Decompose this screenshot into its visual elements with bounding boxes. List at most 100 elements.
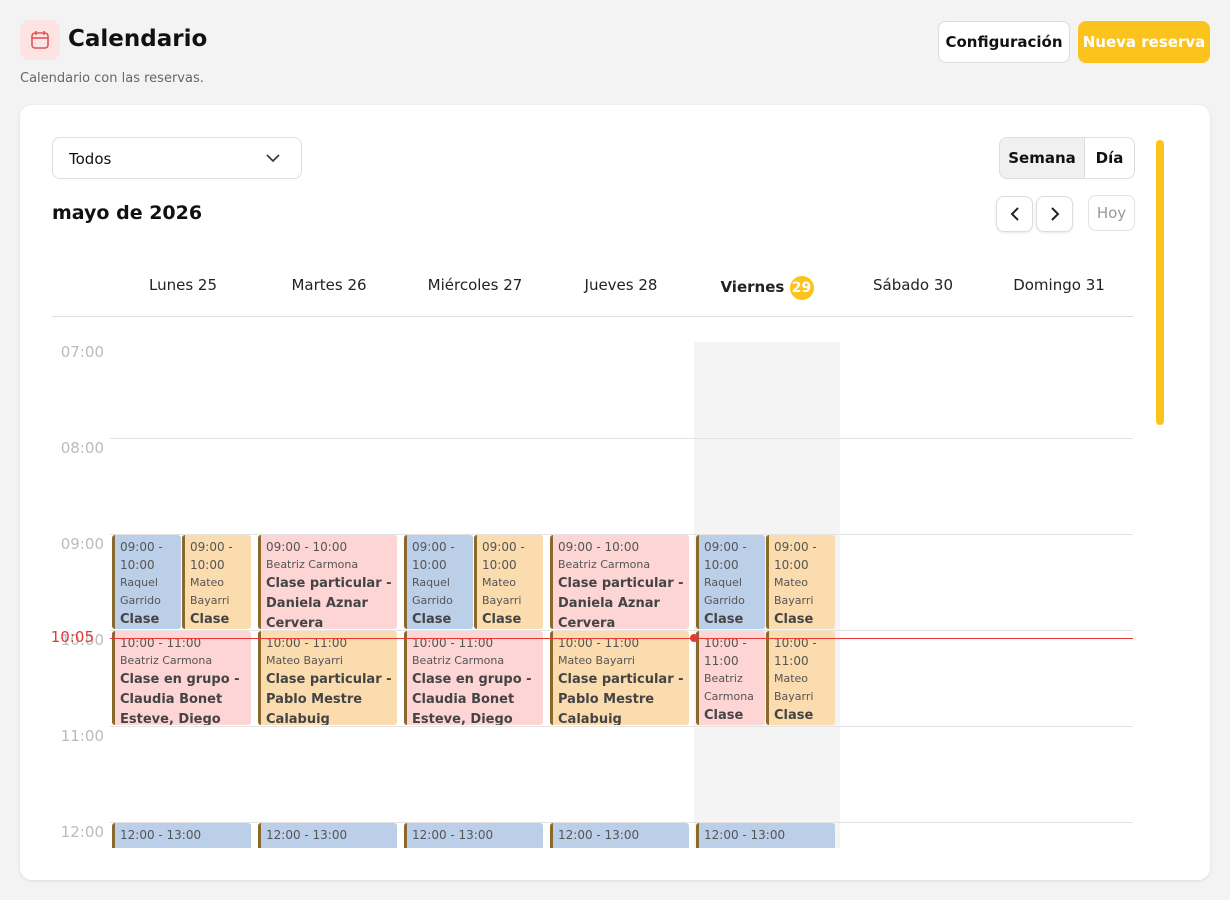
event-person: Raquel Garrido [266,844,397,848]
day-number: 30 [933,276,953,294]
event-person: Beatriz Carmona [704,672,754,703]
icon [31,31,49,49]
day-header: Viernes 29 [694,276,840,300]
event-person: Beatriz Carmona [412,654,505,667]
event-person: Mateo Bayarri [266,654,343,667]
booking-event[interactable]: 10:00 - 11:00 Mateo Bayarri Clase particul… [766,631,835,725]
filter-select[interactable]: Todos [52,137,302,179]
event-title: Clase particular [482,612,522,627]
booking-event[interactable]: 09:00 - 10:00 Beatriz Carmona Clase partic… [550,535,689,629]
day-name: Domingo [1013,276,1081,294]
day-name: Sábado [872,276,930,294]
booking-event[interactable]: 09:00 - 10:00 Mateo Bayarri Clase particul… [766,535,835,629]
event-person: Mateo Bayarri [190,576,230,607]
event-title: Clase en grupo - Claudia Bonet Esteve, D… [120,672,240,725]
event-title: Clase particular - Pablo Mestre Calabuig [558,672,684,725]
page-subtitle: Calendario con las reservas. [20,71,204,86]
booking-event[interactable]: 09:00 - 10:00 Raquel Garrido Clase particu… [112,535,181,629]
chevron [266,154,280,163]
booking-event[interactable]: 09:00 - 10:00 Beatriz Carmona Clase partic… [258,535,397,629]
event-time: 12:00 - 13:00 [558,828,640,842]
booking-event[interactable]: 10:00 - 11:00 Beatriz Carmona Clase en gru… [112,631,251,725]
new-booking-button[interactable]: Nueva reserva [1078,21,1210,63]
event-time: 10:00 - 11:00 [412,636,494,650]
today-button[interactable]: Hoy [1088,195,1135,231]
prev-button[interactable] [996,196,1033,232]
hour-line [110,534,1133,535]
hour-label: 10:00 [60,631,104,649]
day-name: Jueves [584,276,634,294]
calendar-card [20,105,1210,880]
icon [1051,207,1060,221]
event-person: Beatriz Carmona [558,558,651,571]
hour-label: 11:00 [60,727,104,745]
icon [1010,207,1019,221]
event-time: 12:00 - 13:00 [120,828,202,842]
event-time: 10:00 - 11:00 [558,636,640,650]
event-time: 09:00 - 10:00 [482,540,525,572]
day-name: Miércoles [427,276,499,294]
day-name: Martes [291,276,343,294]
event-person: Beatriz Carmona [266,558,359,571]
event-time: 12:00 - 13:00 [704,828,786,842]
event-title: Clase particular [774,612,814,627]
calendar-icon [20,20,60,60]
calendar-grid: 07:00 08:00 09:00 10:00 11:00 12:00 09:00 - 10… [0,342,1140,848]
next-button[interactable] [1036,196,1073,232]
event-title: Clase particular [774,708,814,723]
event-person: Raquel Garrido [120,576,161,607]
day-number: 26 [347,276,367,294]
now-dot [690,634,698,642]
event-title: Clase en grupo - Claudia Bonet Esteve, D… [704,708,744,723]
month-label: mayo de 2026 [52,202,203,224]
day-number: 25 [197,276,218,294]
day-number: 28 [638,276,658,294]
booking-event[interactable]: 10:00 - 11:00 Beatriz Carmona Clase en gru… [696,631,765,725]
config-button[interactable]: Configuración [938,21,1070,63]
booking-event[interactable]: 09:00 - 10:00 Raquel Garrido Clase particu… [696,535,765,629]
hour-label: 07:00 [60,343,104,361]
event-time: 10:00 - 11:00 [120,636,202,650]
event-title: Clase particular - Pablo Mestre Calabuig [266,672,392,725]
hour-line [110,438,1133,439]
booking-event[interactable]: 09:00 - 10:00 Raquel Garrido Clase particu… [404,535,473,629]
event-time: 12:00 - 13:00 [266,828,348,842]
header-divider [52,316,1133,317]
event-person: Mateo Bayarri [558,654,635,667]
event-person: Raquel Garrido [558,844,689,848]
event-time: 09:00 - 10:00 [190,540,233,572]
filter-value: Todos [69,150,112,168]
page-title: Calendario [68,26,208,52]
booking-event[interactable]: 10:00 - 11:00 Mateo Bayarri Clase particul… [550,631,689,725]
day-name: Viernes [720,278,785,296]
day-number: 27 [503,276,523,294]
event-person: Beatriz Carmona [120,654,213,667]
now-line [110,638,1133,639]
event-title: Clase particular [190,612,230,627]
event-time: 10:00 - 11:00 [704,636,747,668]
event-person: Mateo Bayarri [774,576,814,607]
week-view[interactable]: Semana [1000,138,1085,178]
event-time: 09:00 - 10:00 [704,540,747,572]
booking-event[interactable]: 09:00 - 10:00 Mateo Bayarri Clase particul… [182,535,251,629]
hour-label: 12:00 [60,823,104,841]
event-time: 10:00 - 11:00 [266,636,348,650]
booking-event[interactable]: 10:00 - 11:00 Beatriz Carmona Clase en gru… [404,631,543,725]
booking-event[interactable]: 10:00 - 11:00 Mateo Bayarri Clase particul… [258,631,397,725]
event-person: Mateo Bayarri [774,672,814,703]
hour-label: 09:00 [60,535,104,553]
event-title: Clase particular - Daniela Aznar Cervera [558,576,684,629]
day-view[interactable]: Día [1095,149,1124,167]
event-title: Clase particular - Daniela Aznar Cervera [266,576,392,629]
now-label: 10:05 [50,628,94,646]
view-toggle: Semana Día [999,137,1135,179]
event-time: 09:00 - 10:00 [412,540,455,572]
day-header: Martes 26 [256,276,402,294]
booking-event[interactable]: 09:00 - 10:00 Mateo Bayarri Clase particul… [474,535,543,629]
